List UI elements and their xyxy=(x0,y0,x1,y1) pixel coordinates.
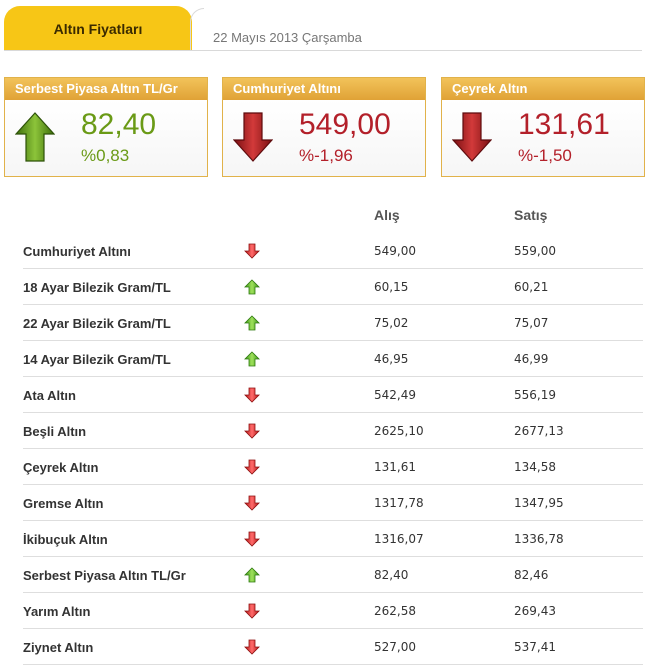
table-row[interactable]: 18 Ayar Bilezik Gram/TL 60,15 60,21 xyxy=(23,269,643,305)
summary-box-cumhuriyet[interactable]: Cumhuriyet Altını 549,00 %-1,96 xyxy=(222,77,426,177)
table-row[interactable]: Yarım Altın 262,58 269,43 xyxy=(23,593,643,629)
small-up-arrow-icon xyxy=(244,315,260,331)
summary-change: %-1,96 xyxy=(299,146,353,165)
row-sell-price: 1347,95 xyxy=(514,496,564,510)
date-label: 22 Mayıs 2013 Çarşamba xyxy=(213,30,362,45)
row-name: Gremse Altın xyxy=(23,496,104,511)
table-row[interactable]: 14 Ayar Bilezik Gram/TL 46,95 46,99 xyxy=(23,341,643,377)
summary-box-body: 549,00 %-1,96 xyxy=(223,100,425,176)
small-down-arrow-icon xyxy=(244,387,260,403)
tab-divider xyxy=(190,8,204,51)
row-sell-price: 556,19 xyxy=(514,388,556,402)
summary-box-body: 131,61 %-1,50 xyxy=(442,100,644,176)
row-buy-price: 1317,78 xyxy=(374,496,424,510)
row-name: Serbest Piyasa Altın TL/Gr xyxy=(23,568,186,583)
table-row[interactable]: Beşli Altın 2625,10 2677,13 xyxy=(23,413,643,449)
price-table: Cumhuriyet Altını 549,00 559,00 18 Ayar Bil… xyxy=(23,233,643,665)
small-up-arrow-icon xyxy=(244,567,260,583)
row-sell-price: 60,21 xyxy=(514,280,549,294)
summary-value: 549,00 xyxy=(299,108,391,141)
small-down-arrow-icon xyxy=(244,531,260,547)
small-down-arrow-icon xyxy=(244,639,260,655)
row-name: Çeyrek Altın xyxy=(23,460,99,475)
tab-title: Altın Fiyatları xyxy=(53,20,143,37)
table-row[interactable]: İkibuçuk Altın 1316,07 1336,78 xyxy=(23,521,643,557)
row-buy-price: 262,58 xyxy=(374,604,416,618)
summary-change: %-1,50 xyxy=(518,146,572,165)
row-buy-price: 549,00 xyxy=(374,244,416,258)
row-sell-price: 82,46 xyxy=(514,568,549,582)
row-sell-price: 75,07 xyxy=(514,316,549,330)
row-buy-price: 60,15 xyxy=(374,280,409,294)
summary-value: 82,40 xyxy=(81,108,157,141)
small-down-arrow-icon xyxy=(244,243,260,259)
small-down-arrow-icon xyxy=(244,603,260,619)
row-name: 18 Ayar Bilezik Gram/TL xyxy=(23,280,171,295)
row-buy-price: 542,49 xyxy=(374,388,416,402)
red-down-arrow-icon xyxy=(233,112,273,162)
small-down-arrow-icon xyxy=(244,495,260,511)
row-buy-price: 527,00 xyxy=(374,640,416,654)
row-name: Ziynet Altın xyxy=(23,640,94,655)
row-sell-price: 559,00 xyxy=(514,244,556,258)
red-down-arrow-icon xyxy=(452,112,492,162)
summary-change: %0,83 xyxy=(81,146,130,165)
summary-box-body: 82,40 %0,83 xyxy=(5,100,207,176)
tab-bar: Altın Fiyatları 22 Mayıs 2013 Çarşamba xyxy=(0,0,646,52)
row-name: Beşli Altın xyxy=(23,424,87,439)
table-row[interactable]: Ziynet Altın 527,00 537,41 xyxy=(23,629,643,665)
small-up-arrow-icon xyxy=(244,351,260,367)
summary-box-title: Çeyrek Altın xyxy=(442,78,644,100)
column-header-buy: Alış xyxy=(374,207,400,223)
row-sell-price: 46,99 xyxy=(514,352,549,366)
summary-box-title: Cumhuriyet Altını xyxy=(223,78,425,100)
row-name: Cumhuriyet Altını xyxy=(23,244,131,259)
row-sell-price: 1336,78 xyxy=(514,532,564,546)
row-buy-price: 75,02 xyxy=(374,316,409,330)
table-row[interactable]: 22 Ayar Bilezik Gram/TL 75,02 75,07 xyxy=(23,305,643,341)
table-row[interactable]: Ata Altın 542,49 556,19 xyxy=(23,377,643,413)
header-divider xyxy=(4,50,642,51)
summary-value: 131,61 xyxy=(518,108,610,141)
row-sell-price: 537,41 xyxy=(514,640,556,654)
row-buy-price: 131,61 xyxy=(374,460,416,474)
row-sell-price: 2677,13 xyxy=(514,424,564,438)
row-name: İkibuçuk Altın xyxy=(23,532,108,547)
table-row[interactable]: Gremse Altın 1317,78 1347,95 xyxy=(23,485,643,521)
table-row[interactable]: Cumhuriyet Altını 549,00 559,00 xyxy=(23,233,643,269)
row-name: 14 Ayar Bilezik Gram/TL xyxy=(23,352,171,367)
row-name: Ata Altın xyxy=(23,388,76,403)
tab-altin-fiyatlari[interactable]: Altın Fiyatları xyxy=(4,6,192,51)
row-buy-price: 2625,10 xyxy=(374,424,424,438)
summary-box-ceyrek[interactable]: Çeyrek Altın 131,61 %-1,50 xyxy=(441,77,645,177)
row-buy-price: 1316,07 xyxy=(374,532,424,546)
table-row[interactable]: Çeyrek Altın 131,61 134,58 xyxy=(23,449,643,485)
row-sell-price: 134,58 xyxy=(514,460,556,474)
small-down-arrow-icon xyxy=(244,423,260,439)
row-buy-price: 46,95 xyxy=(374,352,409,366)
row-sell-price: 269,43 xyxy=(514,604,556,618)
green-up-arrow-icon xyxy=(15,112,55,162)
small-up-arrow-icon xyxy=(244,279,260,295)
summary-box-title: Serbest Piyasa Altın TL/Gr xyxy=(5,78,207,100)
column-header-sell: Satış xyxy=(514,207,548,223)
table-row[interactable]: Serbest Piyasa Altın TL/Gr 82,40 82,46 xyxy=(23,557,643,593)
row-buy-price: 82,40 xyxy=(374,568,409,582)
row-name: 22 Ayar Bilezik Gram/TL xyxy=(23,316,171,331)
small-down-arrow-icon xyxy=(244,459,260,475)
summary-box-serbest-piyasa[interactable]: Serbest Piyasa Altın TL/Gr 82,40 %0,83 xyxy=(4,77,208,177)
row-name: Yarım Altın xyxy=(23,604,91,619)
